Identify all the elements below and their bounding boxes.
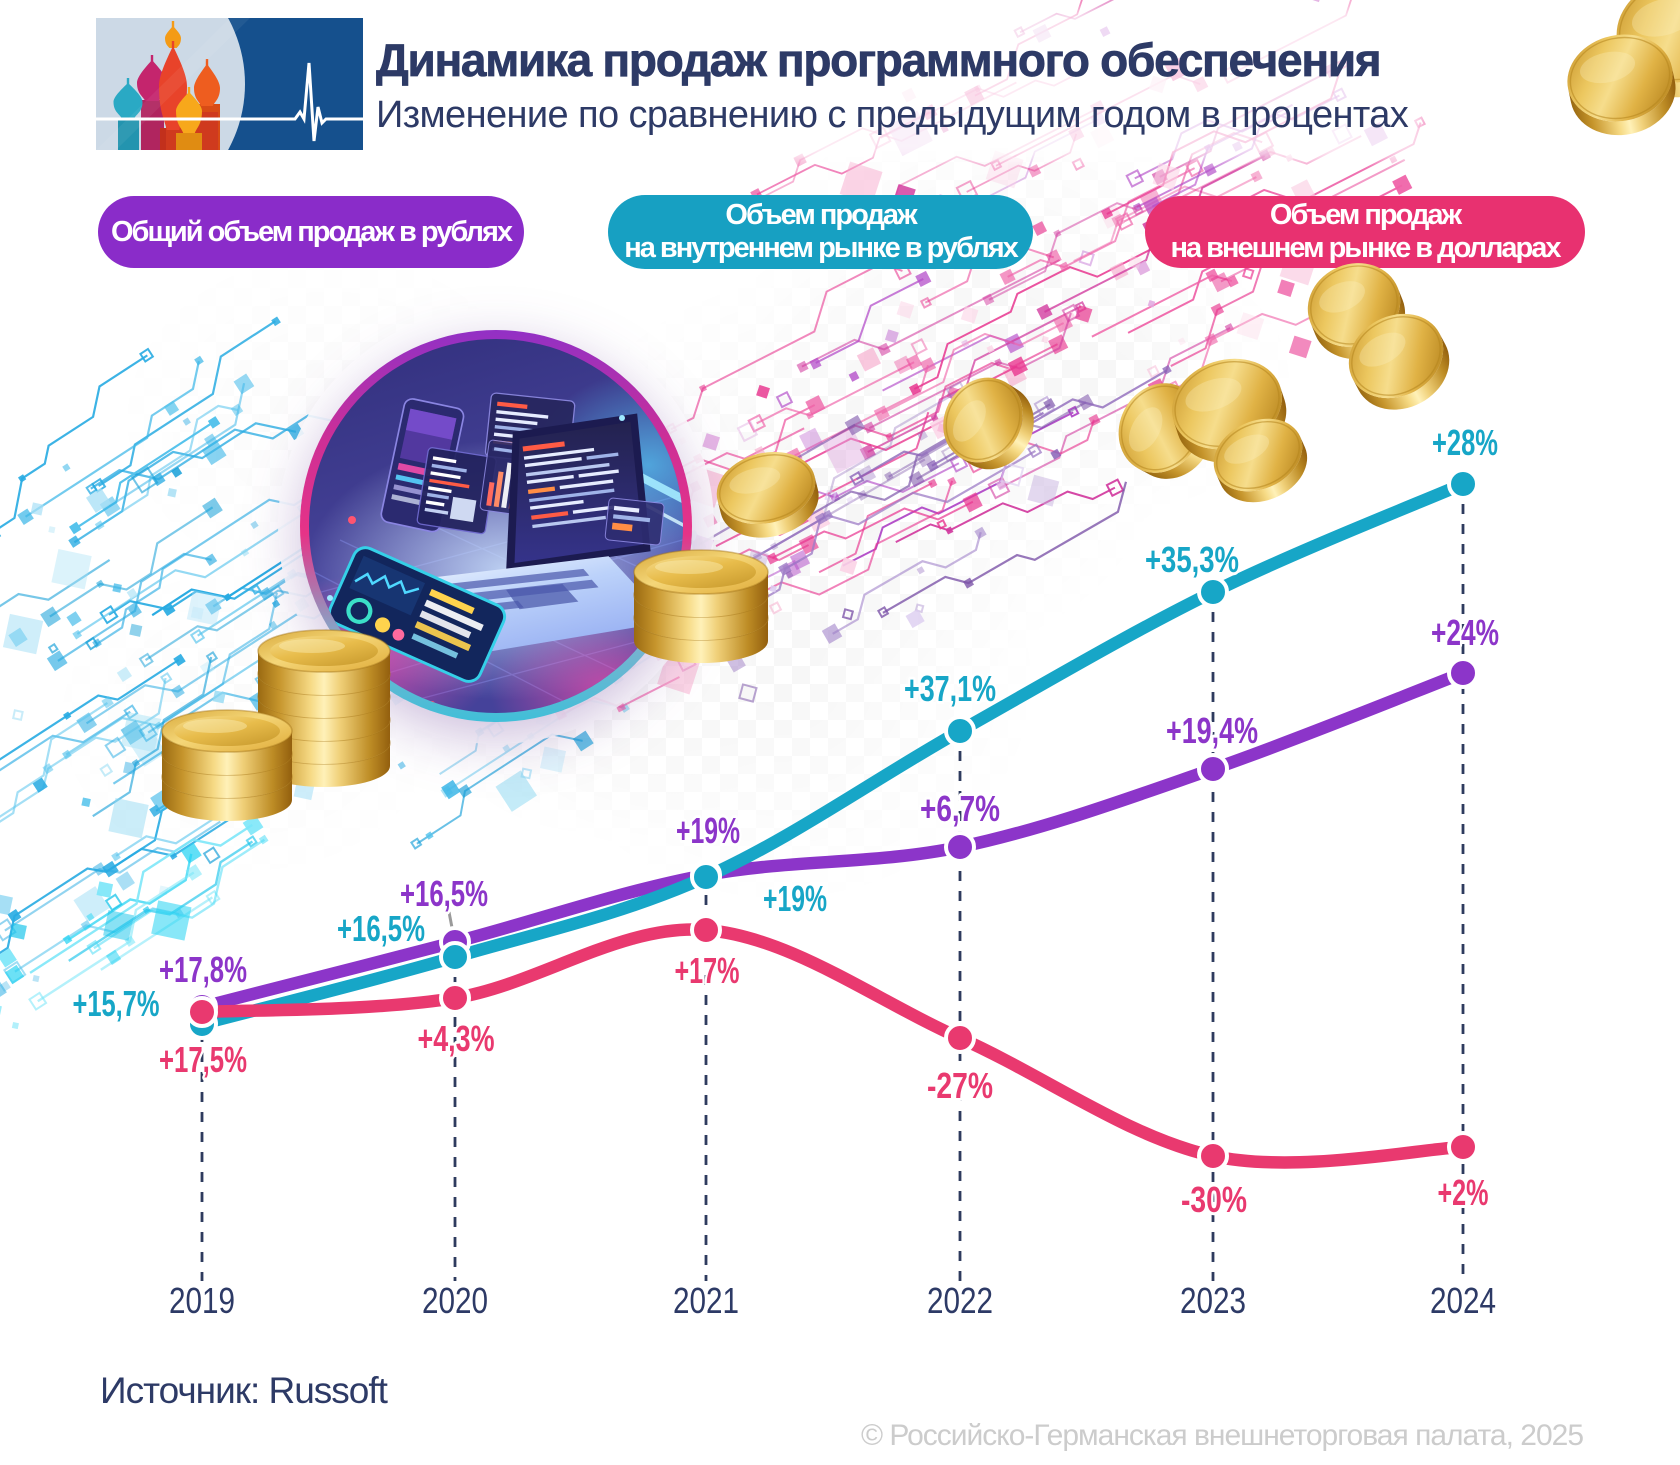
svg-text:+24%: +24% [1431,612,1499,653]
svg-text:2022: 2022 [927,1280,993,1321]
svg-text:2024: 2024 [1430,1280,1496,1321]
svg-text:+37,1%: +37,1% [904,668,996,709]
svg-text:2021: 2021 [673,1280,739,1321]
svg-text:+15,7%: +15,7% [73,983,160,1024]
svg-text:2019: 2019 [169,1280,235,1321]
svg-text:+16,5%: +16,5% [337,908,425,949]
svg-text:+35,3%: +35,3% [1145,539,1239,580]
svg-text:+17,8%: +17,8% [159,949,247,990]
svg-text:+17,5%: +17,5% [159,1039,247,1080]
svg-text:+19,4%: +19,4% [1166,710,1258,751]
svg-text:+28%: +28% [1432,422,1498,463]
svg-text:+16,5%: +16,5% [400,873,488,914]
svg-text:-27%: -27% [927,1065,993,1106]
svg-text:2023: 2023 [1180,1280,1246,1321]
svg-text:+19%: +19% [763,878,827,919]
svg-text:2020: 2020 [422,1280,488,1321]
svg-text:+2%: +2% [1438,1172,1489,1213]
svg-text:+6,7%: +6,7% [920,788,1000,829]
svg-text:+4,3%: +4,3% [418,1018,495,1059]
svg-text:+17%: +17% [675,950,740,991]
svg-text:-30%: -30% [1181,1179,1247,1220]
svg-text:+19%: +19% [676,810,740,851]
